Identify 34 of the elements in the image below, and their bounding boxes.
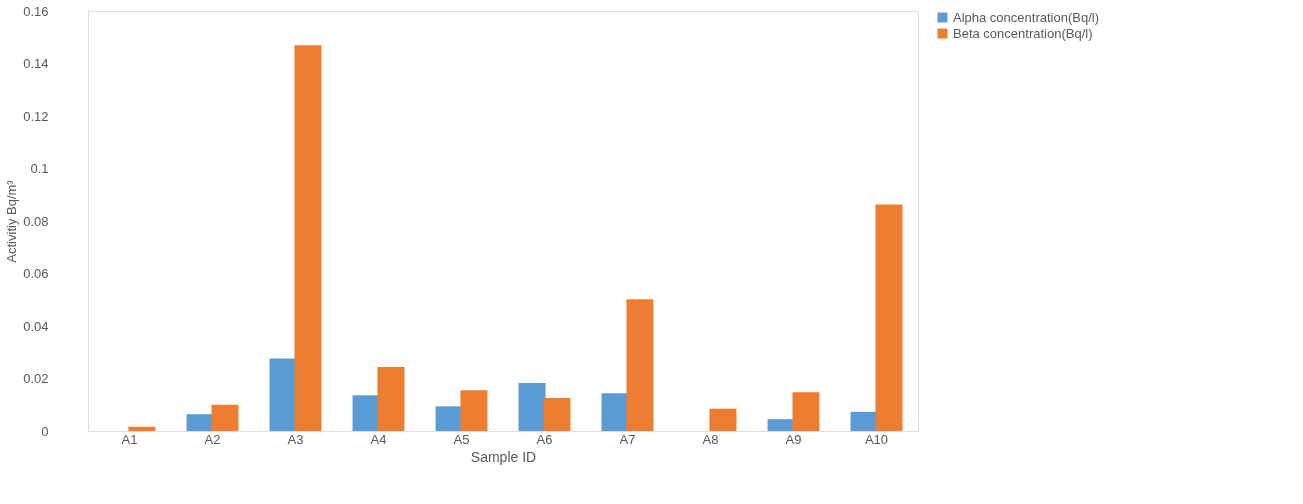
y-tick-label: 0.06	[23, 266, 49, 281]
x-tick-label: A9	[785, 431, 802, 447]
y-tick-label: 0.14	[23, 56, 49, 71]
y-tick-label: 0.08	[23, 213, 49, 229]
x-tick-label: A4	[370, 431, 387, 447]
y-tick-label: 0.12	[23, 108, 49, 124]
x-tick-label: A3	[287, 431, 304, 447]
y-axis-title: Activitiy Bq/m³	[4, 179, 20, 263]
x-tick-label: A1	[121, 431, 138, 447]
bar	[543, 397, 571, 431]
y-tick-label: 0.02	[23, 371, 49, 386]
bar	[128, 426, 156, 431]
x-tick-label: A8	[702, 431, 719, 447]
bar	[626, 299, 654, 431]
bar	[460, 390, 488, 431]
bar	[377, 366, 405, 431]
bar	[875, 204, 903, 431]
y-tick-label: 0.1	[30, 161, 49, 176]
x-tick-label: A10	[864, 431, 889, 447]
legend-label: Beta concentration(Bq/l)	[953, 25, 1093, 41]
x-tick-label: A5	[453, 431, 470, 447]
bar	[211, 404, 239, 431]
bar	[792, 392, 820, 431]
x-tick-label: A2	[204, 431, 221, 447]
y-tick-label: 0.04	[23, 318, 49, 334]
y-tick-label: 0	[41, 423, 49, 439]
x-axis-title: Sample ID	[470, 448, 537, 465]
bar	[709, 408, 737, 431]
legend-label: Alpha concentration(Bq/l)	[953, 9, 1099, 25]
y-tick-label: 0.16	[23, 3, 49, 19]
x-tick-label: A7	[619, 431, 636, 447]
bar	[518, 382, 546, 431]
bar	[294, 45, 322, 431]
x-tick-label: A6	[536, 431, 553, 447]
